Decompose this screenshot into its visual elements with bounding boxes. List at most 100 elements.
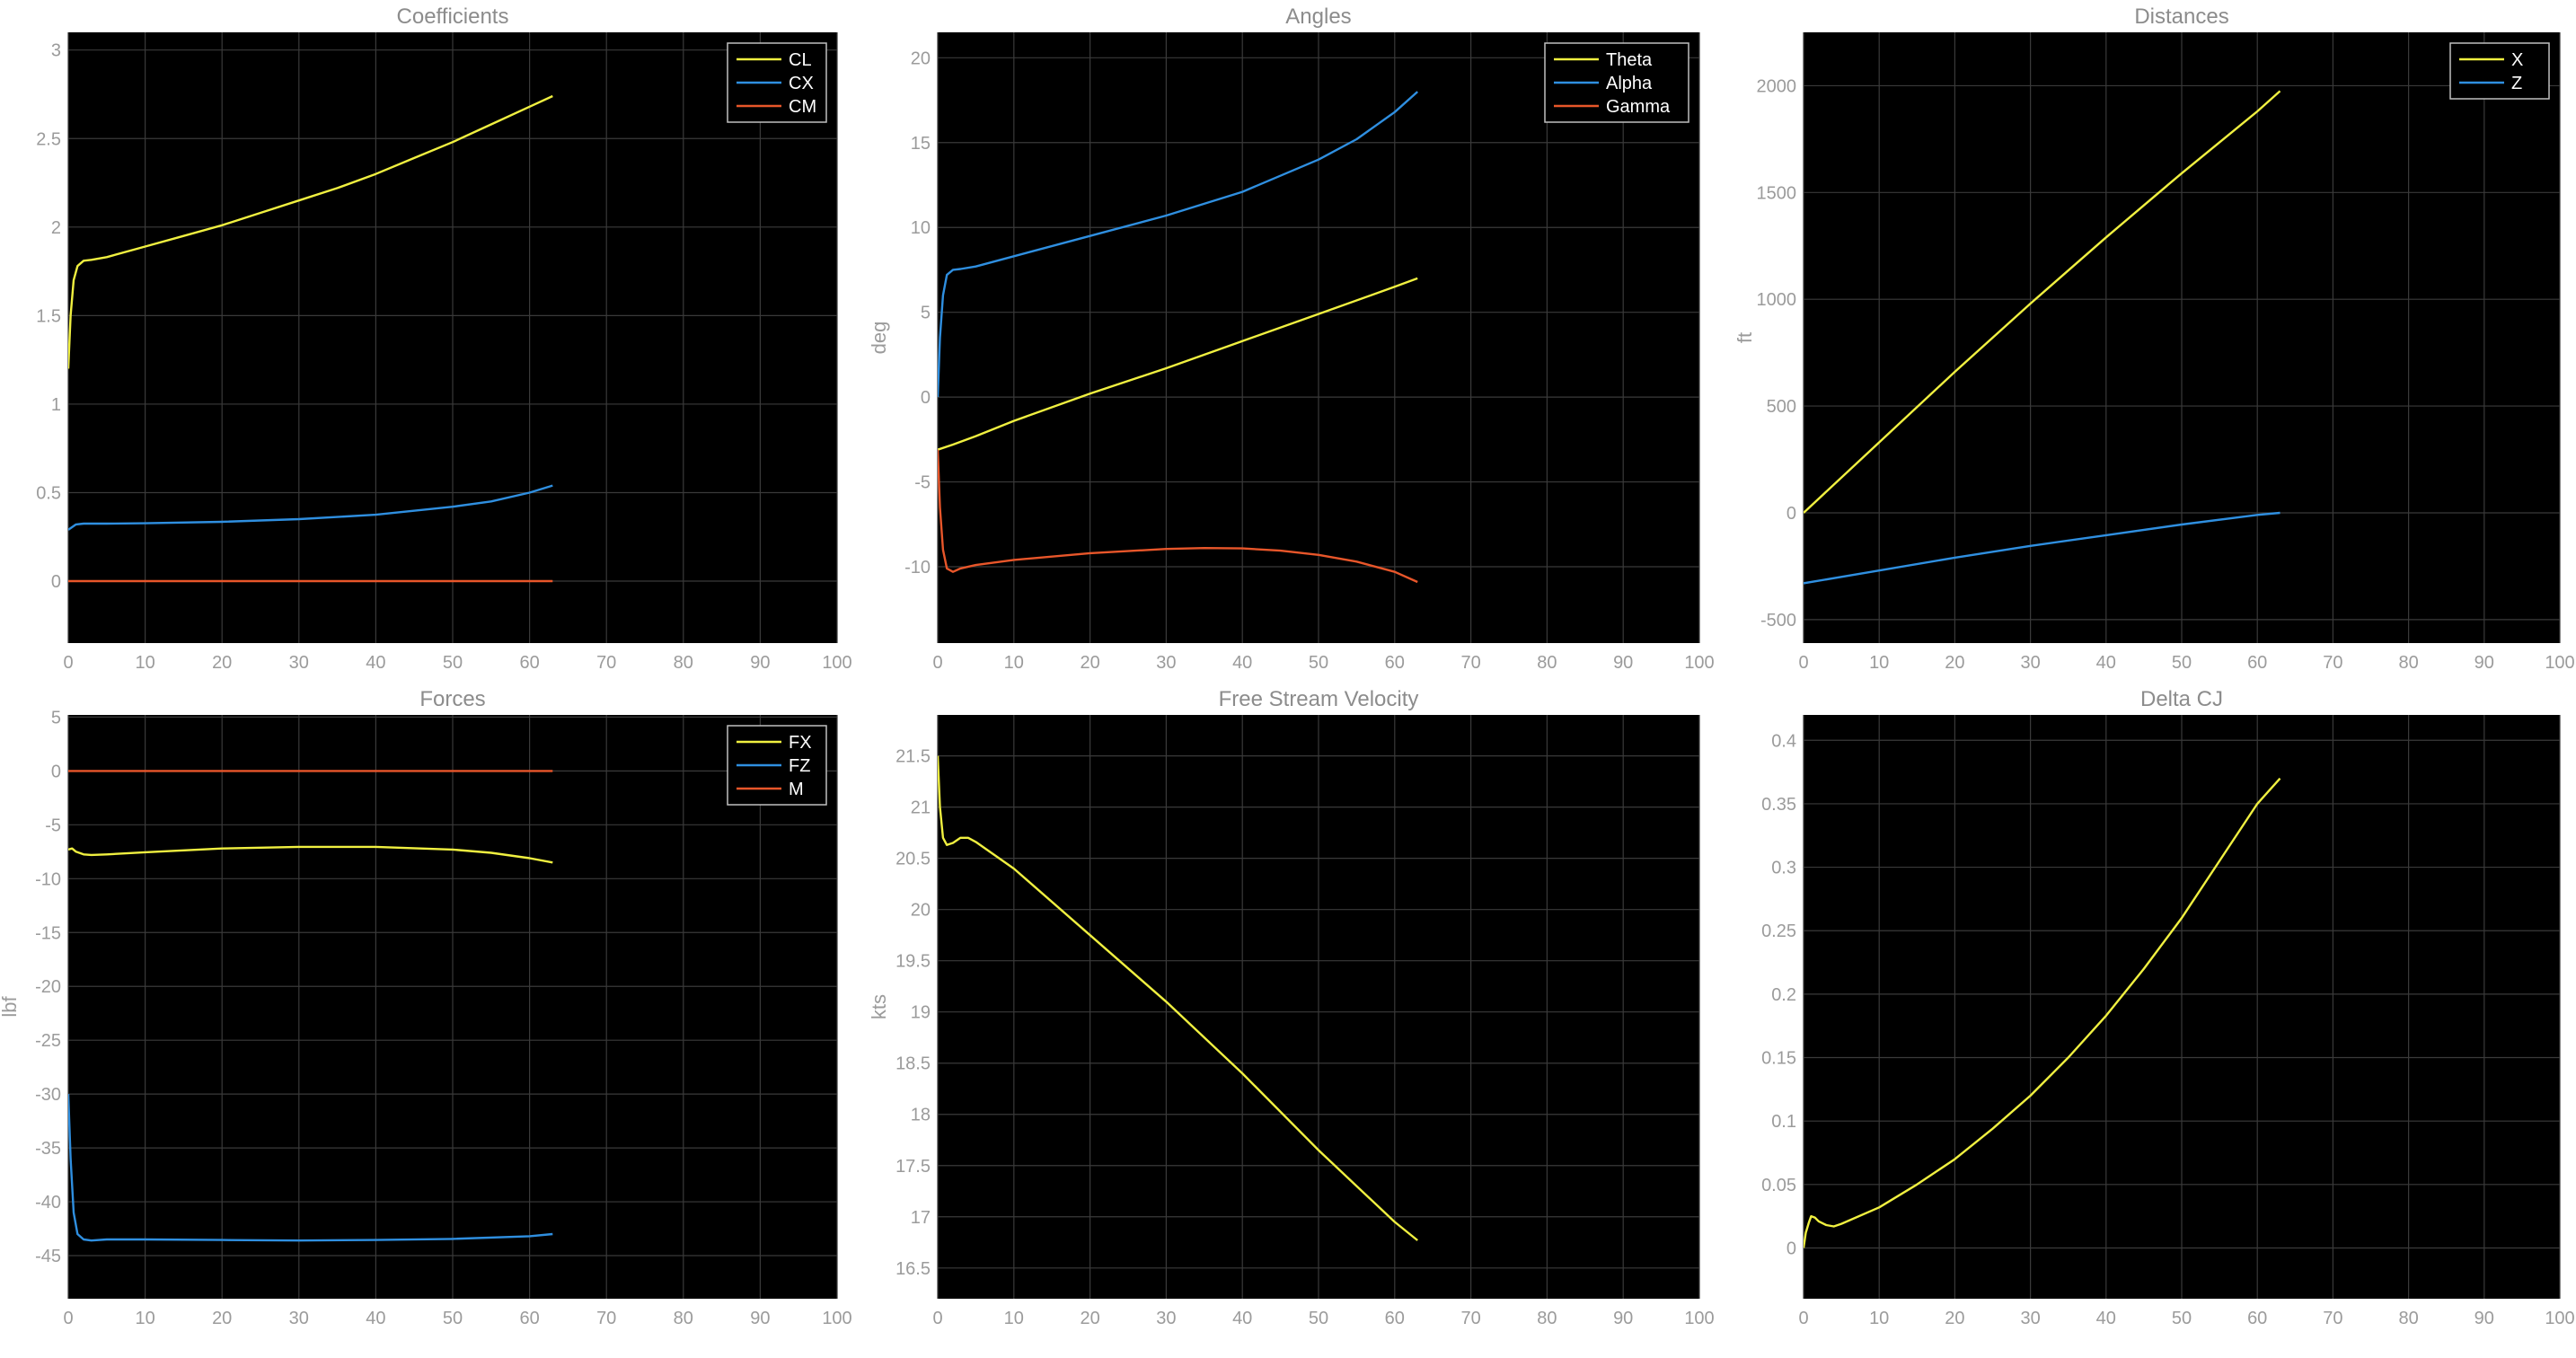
chart-4: 0 10 20 30 40 50 60 70 80 90 100-45-40-35-30-25-20… — [0, 687, 852, 1328]
x-tick-label: 50 — [443, 653, 463, 673]
y-tick-label: 5 — [921, 304, 931, 323]
y-tick-label: -40 — [35, 1193, 61, 1212]
legend-entry: M — [789, 780, 804, 799]
y-tick-label: -10 — [35, 869, 61, 889]
y-tick-label: 2.5 — [36, 129, 61, 149]
series-line-gamma — [938, 449, 1418, 584]
x-tick-label: 90 — [2475, 1309, 2494, 1328]
chart-title: Angles — [1285, 4, 1351, 29]
x-tick-label: 0 — [932, 653, 942, 673]
series-line-cx — [68, 484, 553, 531]
legend-entry: X — [2511, 50, 2523, 70]
y-tick-label: 1.5 — [36, 306, 61, 326]
x-tick-label: 60 — [1385, 653, 1405, 673]
chart-title: Coefficients — [397, 4, 509, 29]
series-line-z — [1804, 511, 2280, 585]
y-tick-label: 1 — [51, 395, 61, 415]
x-tick-label: 0 — [932, 1309, 942, 1328]
legend-entry: FZ — [789, 756, 810, 776]
x-tick-label: 50 — [1309, 653, 1328, 673]
y-tick-label: -20 — [35, 977, 61, 997]
y-tick-label: -15 — [35, 923, 61, 943]
x-tick-label: 20 — [212, 1309, 232, 1328]
x-tick-label: 70 — [1460, 653, 1480, 673]
x-tick-label: 20 — [1080, 653, 1099, 673]
legend-entry: Z — [2511, 74, 2522, 93]
legend-entry: Alpha — [1606, 74, 1653, 93]
y-tick-label: 21.5 — [895, 747, 931, 767]
x-tick-label: 20 — [1945, 1309, 1964, 1328]
y-tick-label: 15 — [911, 134, 931, 154]
y-tick-label: -5 — [914, 473, 931, 493]
series-line — [938, 755, 1418, 1241]
legend-entry: FX — [789, 733, 812, 753]
x-tick-label: 90 — [750, 653, 770, 673]
x-tick-label: 40 — [1232, 1309, 1252, 1328]
x-tick-label: 70 — [596, 653, 616, 673]
x-tick-label: 40 — [366, 1309, 385, 1328]
legend: CL CX CM — [727, 42, 827, 123]
y-tick-label: 1000 — [1757, 290, 1797, 310]
y-tick-label: 0 — [1786, 1239, 1796, 1258]
legend: XZ — [2449, 42, 2550, 100]
series-line-x — [1804, 90, 2281, 514]
y-tick-label: 0.35 — [1761, 795, 1796, 815]
y-tick-label: -500 — [1760, 611, 1796, 630]
x-tick-label: 40 — [1232, 653, 1252, 673]
x-tick-label: 90 — [1613, 1309, 1633, 1328]
x-tick-label: 50 — [443, 1309, 463, 1328]
x-tick-label: 0 — [63, 653, 73, 673]
y-tick-label: 0.05 — [1761, 1176, 1796, 1195]
x-tick-label: 50 — [2172, 653, 2192, 673]
x-tick-label: 10 — [1004, 653, 1024, 673]
x-tick-label: 10 — [1869, 1309, 1889, 1328]
y-tick-label: 0 — [1786, 504, 1796, 524]
chart-title: Free Stream Velocity — [1219, 687, 1419, 711]
y-tick-label: 20 — [911, 901, 931, 921]
x-tick-label: 90 — [750, 1309, 770, 1328]
y-tick-label: 0.2 — [1771, 985, 1796, 1005]
y-tick-label: 0.5 — [36, 483, 61, 503]
x-tick-label: 30 — [289, 653, 309, 673]
legend: Theta Alpha Gamma — [1544, 42, 1689, 123]
chart-2: 0 10 20 30 40 50 60 70 80 90 100 -10 -5 0 5 10 15 20 Angle… — [868, 4, 1715, 673]
y-tick-label: 19.5 — [895, 952, 931, 972]
x-tick-label: 60 — [2247, 1309, 2267, 1328]
y-tick-label: 19 — [911, 1003, 931, 1023]
x-tick-label: 40 — [2096, 653, 2116, 673]
x-tick-label: 100 — [1684, 653, 1714, 673]
x-tick-label: 60 — [1385, 1309, 1405, 1328]
x-tick-label: 50 — [1309, 1309, 1328, 1328]
y-tick-label: 2000 — [1757, 76, 1797, 96]
x-tick-label: 60 — [519, 653, 539, 673]
x-tick-label: 80 — [674, 1309, 693, 1328]
y-tick-label: 0.4 — [1771, 731, 1796, 751]
x-tick-label: 10 — [1004, 1309, 1024, 1328]
legend: FX FZ M — [727, 725, 827, 806]
legend-entry: CX — [789, 74, 814, 93]
y-tick-label: -30 — [35, 1085, 61, 1105]
x-tick-label: 80 — [2398, 653, 2418, 673]
y-axis-label: kts — [868, 994, 890, 1019]
x-tick-label: 20 — [1080, 1309, 1099, 1328]
y-tick-label: 0.1 — [1771, 1112, 1796, 1132]
chart-title: Delta CJ — [2140, 687, 2223, 711]
x-tick-label: 30 — [2020, 653, 2040, 673]
x-tick-label: 20 — [212, 653, 232, 673]
x-tick-label: 30 — [289, 1309, 309, 1328]
legend-entry: Gamma — [1606, 97, 1671, 117]
y-tick-label: 17.5 — [895, 1157, 931, 1177]
y-tick-label: -10 — [904, 558, 931, 578]
y-tick-label: -5 — [45, 816, 61, 835]
x-tick-label: 30 — [2020, 1309, 2040, 1328]
x-tick-label: 80 — [1537, 1309, 1557, 1328]
series-line-alpha — [938, 91, 1418, 398]
y-tick-label: 1500 — [1757, 183, 1797, 203]
x-tick-label: 20 — [1945, 653, 1964, 673]
y-tick-label: 5 — [51, 708, 61, 728]
x-tick-label: 10 — [1869, 653, 1889, 673]
x-tick-label: 70 — [596, 1309, 616, 1328]
y-tick-label: 18.5 — [895, 1054, 931, 1074]
y-tick-label: 0 — [921, 388, 931, 408]
chart-title: Distances — [2134, 4, 2228, 29]
